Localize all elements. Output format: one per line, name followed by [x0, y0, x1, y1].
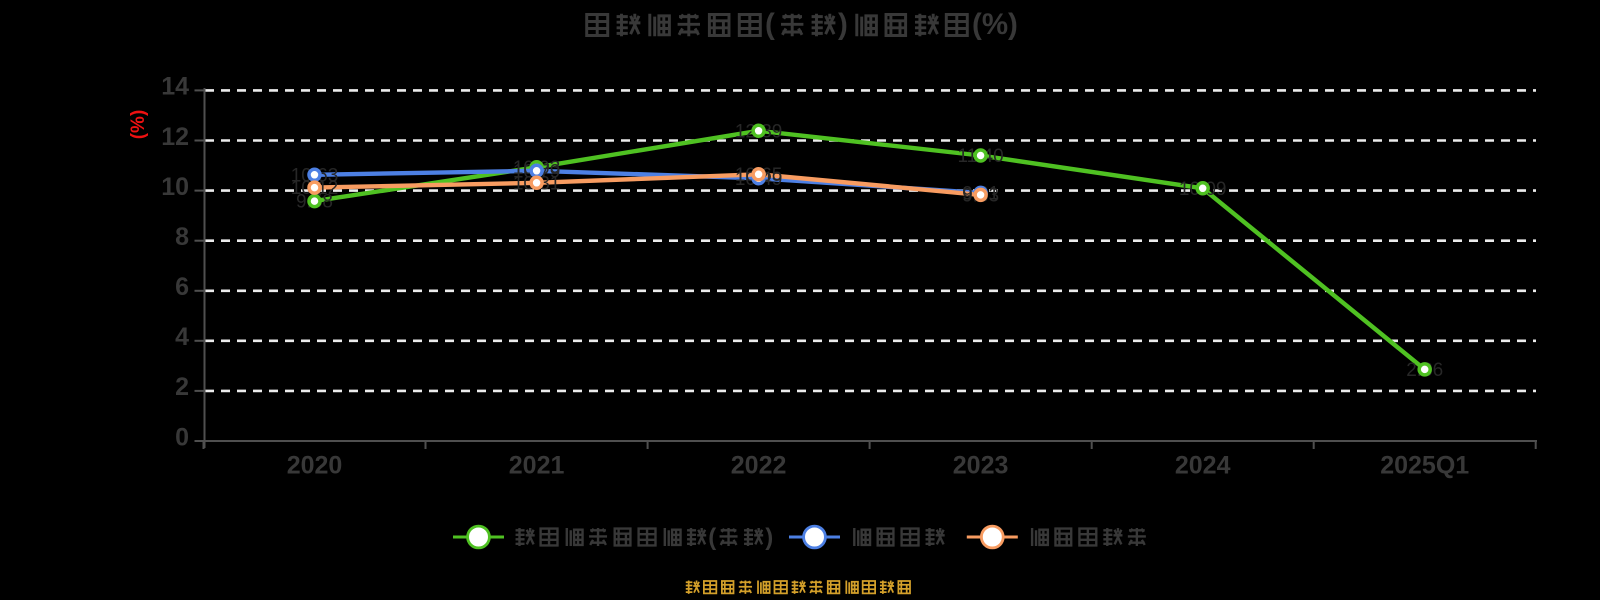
svg-text:2023: 2023	[953, 452, 1009, 480]
svg-text:14: 14	[161, 73, 189, 101]
svg-text:0: 0	[175, 423, 189, 451]
svg-text:4: 4	[175, 323, 189, 351]
svg-text:2024: 2024	[1175, 452, 1231, 480]
svg-text:(%): (%)	[972, 8, 1018, 41]
svg-text:8: 8	[175, 223, 189, 251]
svg-text:2: 2	[175, 373, 189, 401]
svg-text:(%): (%)	[128, 110, 149, 140]
svg-text:2022: 2022	[731, 452, 787, 480]
svg-text:): )	[765, 524, 773, 551]
svg-text:12: 12	[161, 123, 189, 151]
svg-text:2025Q1: 2025Q1	[1380, 452, 1469, 480]
svg-text:(: (	[765, 8, 775, 41]
svg-text:2020: 2020	[287, 452, 343, 480]
svg-text:(: (	[708, 524, 716, 551]
svg-text:): )	[838, 8, 848, 41]
svg-text:2021: 2021	[509, 452, 565, 480]
svg-text:10: 10	[161, 173, 189, 201]
svg-text:6: 6	[175, 273, 189, 301]
